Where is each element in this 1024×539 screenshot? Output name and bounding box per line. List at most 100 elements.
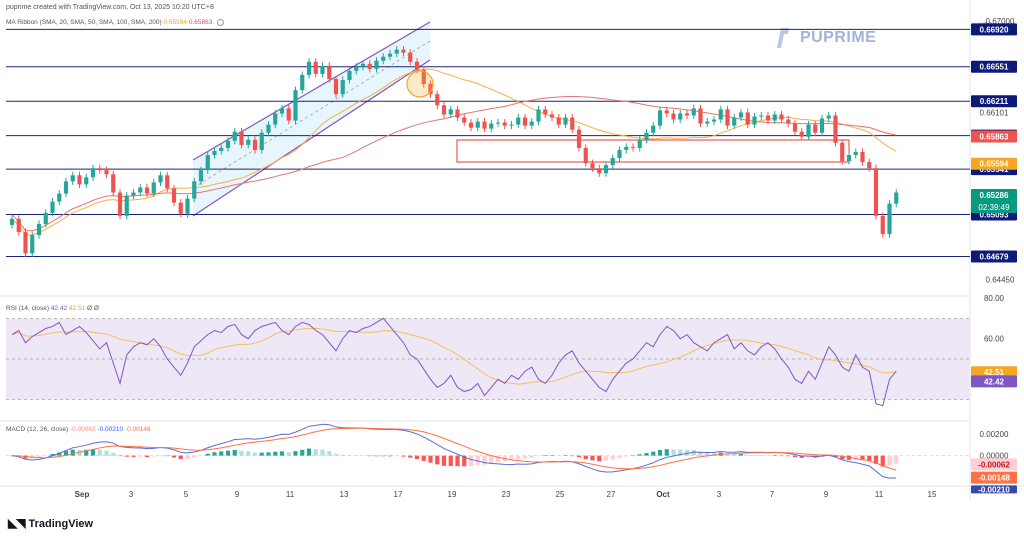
candle-body: [556, 117, 561, 125]
macd-line: [11, 423, 897, 479]
macd-histogram-bar: [205, 453, 210, 456]
candle-body: [799, 131, 804, 137]
macd-histogram-bar: [644, 452, 649, 456]
macd-histogram-bar: [192, 455, 197, 458]
macd-histogram-bar: [300, 449, 305, 456]
candle-body: [259, 132, 264, 150]
candle-body: [563, 117, 568, 125]
time-tick-7: 19: [448, 490, 457, 499]
candle-body: [327, 65, 332, 79]
candle-body: [732, 117, 737, 126]
candle-body: [90, 168, 96, 178]
macd-histogram-bar: [70, 449, 75, 456]
candle-body: [77, 175, 82, 185]
macd-histogram-bar: [799, 455, 804, 458]
level-price-label-2-bg: [971, 95, 1017, 108]
macd-histogram-bar: [104, 450, 109, 456]
candle-body: [57, 193, 62, 202]
candle-body: [630, 146, 636, 148]
last-price-label-bg: [971, 188, 1017, 213]
candle-body: [266, 124, 271, 133]
candle-body: [50, 201, 55, 213]
candle-body: [691, 108, 696, 116]
macd-histogram-bar: [178, 455, 183, 460]
macd-line-label-bg: [971, 485, 1017, 494]
rsi-label: RSI (14, close): [6, 305, 49, 312]
candle-body: [158, 175, 163, 183]
candle-body: [43, 212, 48, 224]
candle-body: [624, 146, 629, 150]
macd-histogram-bar: [435, 455, 440, 465]
candle-body: [664, 110, 669, 114]
macd-histogram-bar: [536, 455, 541, 457]
macd-histogram-bar: [225, 450, 231, 456]
macd-histogram-bar: [43, 455, 48, 457]
candle-body: [16, 218, 21, 233]
candle-body: [867, 162, 872, 169]
candle-body: [9, 218, 15, 225]
consolidation-rectangle: [456, 139, 850, 163]
candle-body: [286, 108, 291, 121]
candle-body: [151, 182, 156, 194]
macd-signal-value: -0.00148: [124, 426, 151, 433]
candle-body: [495, 122, 501, 124]
candle-body: [36, 223, 42, 236]
candle-body: [583, 147, 588, 164]
macd-histogram-bar: [732, 454, 737, 456]
macd-histogram-bar: [158, 455, 163, 457]
candle-body: [313, 61, 318, 74]
candle-body: [293, 90, 298, 121]
macd-histogram-bar: [570, 455, 575, 457]
macd-histogram-bar: [752, 455, 757, 456]
candle-body: [333, 78, 339, 95]
candle-body: [725, 109, 730, 126]
macd-histogram-bar: [590, 455, 595, 461]
macd-histogram-bar: [408, 455, 413, 458]
candle-body: [894, 192, 899, 204]
candle-body: [178, 202, 183, 214]
macd-histogram-bar: [273, 451, 278, 456]
time-tick-6: 17: [394, 490, 403, 499]
time-tick-11: Oct: [656, 490, 670, 499]
candle-body: [131, 192, 136, 196]
last-price-label: 0.65286: [980, 191, 1009, 200]
candle-body: [97, 168, 102, 171]
macd-histogram-bar: [97, 449, 102, 456]
level-price-label-6: 0.64679: [980, 252, 1009, 261]
candle-body: [509, 124, 514, 126]
candle-body: [475, 121, 480, 128]
macd-histogram-bar: [63, 450, 69, 456]
candle-body: [279, 108, 285, 114]
candle-body: [462, 117, 467, 123]
candle-body: [246, 139, 251, 145]
level-price-label-1-bg: [971, 60, 1017, 73]
time-tick-16: 15: [928, 490, 937, 499]
sma50-price-label: 0.65863: [980, 132, 1009, 141]
candle-body: [819, 118, 825, 133]
macd-histogram-bar: [401, 455, 406, 457]
macd-histogram-bar: [624, 455, 629, 457]
macd-histogram-bar: [873, 455, 879, 464]
macd-histogram-bar: [691, 449, 696, 456]
macd-histogram-bar: [36, 455, 42, 458]
rsi-ma-label-bg: [971, 366, 1017, 379]
ma-ribbon-legend[interactable]: MA Ribbon (SMA, 20, SMA, 50, SMA, 100, S…: [6, 19, 225, 26]
macd-histogram-bar: [725, 453, 730, 456]
macd-histogram-bar: [428, 455, 433, 463]
candle-body: [853, 151, 858, 156]
candle-body: [671, 113, 676, 120]
time-tick-10: 27: [607, 490, 616, 499]
macd-histogram-bar: [772, 455, 777, 456]
macd-histogram-bar: [455, 455, 460, 467]
macd-histogram-bar: [887, 455, 892, 466]
macd-legend[interactable]: MACD (12, 26, close) -0.00062 -0.00210 -…: [6, 426, 151, 433]
macd-histogram-bar: [266, 452, 271, 456]
eye-icon[interactable]: [217, 19, 225, 26]
rsi-ma-value: 42.51: [68, 305, 86, 312]
sma20-price-label: 0.65594: [980, 160, 1009, 169]
rsi-legend[interactable]: RSI (14, close) 42.42 42.51 Ø Ø: [6, 305, 99, 312]
rsi-value: 42.42: [50, 305, 68, 312]
candle-body: [489, 123, 494, 129]
macd-histogram-bar: [475, 455, 480, 466]
